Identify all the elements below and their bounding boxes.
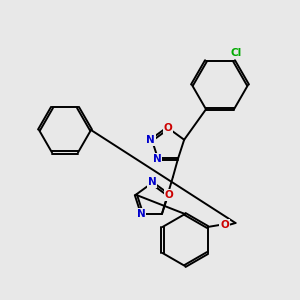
Text: N: N [148, 177, 156, 187]
Text: Cl: Cl [230, 48, 242, 58]
Text: O: O [164, 123, 172, 133]
Text: N: N [146, 135, 155, 145]
Text: N: N [153, 154, 161, 164]
Text: O: O [165, 190, 173, 200]
Text: N: N [136, 209, 146, 219]
Text: O: O [220, 220, 229, 230]
